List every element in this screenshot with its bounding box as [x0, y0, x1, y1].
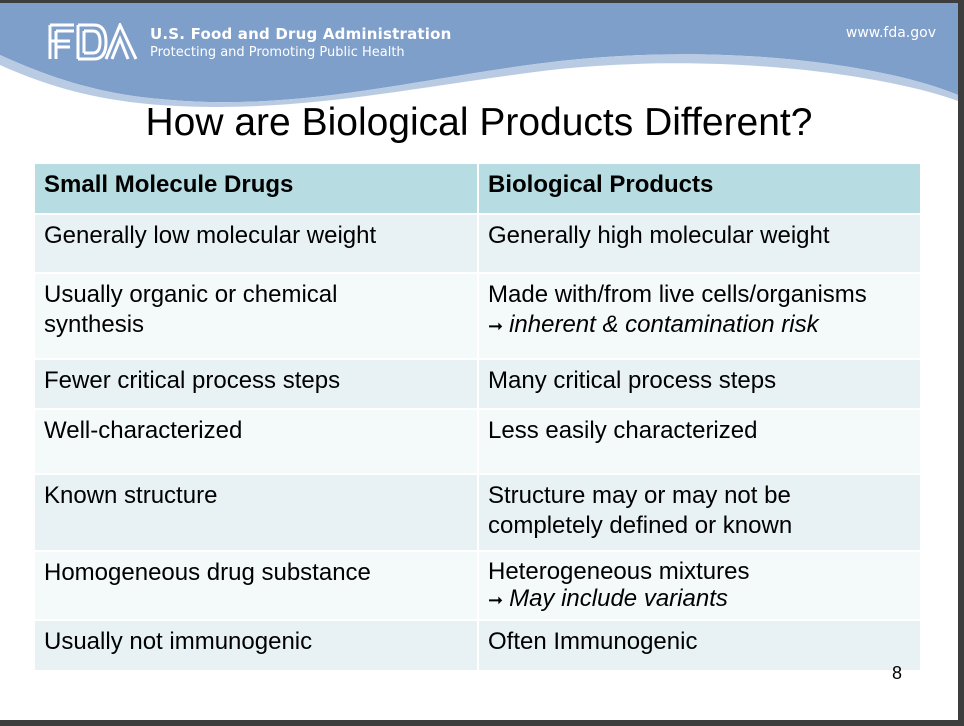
- cell-left: Usually not immunogenic: [33, 619, 479, 672]
- cell-note: ➞ May include variants: [488, 586, 911, 613]
- header-banner: [0, 3, 958, 107]
- table-row: Usually not immunogenic Often Immunogeni…: [33, 619, 922, 672]
- cell-left: Well-characterized: [33, 408, 479, 475]
- cell-left: Usually organic or chemical synthesis: [33, 272, 479, 360]
- slide-title: How are Biological Products Different?: [145, 101, 813, 144]
- table-row: Homogeneous drug substance Heterogeneous…: [33, 550, 922, 621]
- comparison-table: Small Molecule Drugs Biological Products…: [33, 162, 922, 672]
- cell-right: Generally high molecular weight: [477, 213, 922, 274]
- cell-left: Fewer critical process steps: [33, 358, 479, 410]
- arrow-right-icon: ➞: [488, 316, 504, 336]
- note-text: inherent & contamination risk: [509, 311, 819, 338]
- table-row: Usually organic or chemical synthesis Ma…: [33, 272, 922, 360]
- header-small-molecule: Small Molecule Drugs: [33, 162, 479, 215]
- page-number: 8: [892, 663, 903, 683]
- cell-right: Structure may or may not be completely d…: [477, 473, 922, 552]
- website-url: www.fda.gov: [845, 25, 936, 41]
- header-biological: Biological Products: [477, 162, 922, 215]
- cell-left: Known structure: [33, 473, 479, 552]
- agency-name: U.S. Food and Drug Administration: [150, 25, 452, 43]
- cell-right: Made with/from live cells/organisms ➞ inh…: [477, 272, 922, 360]
- cell-right-text: Made with/from live cells/organisms: [488, 281, 867, 308]
- slide: U.S. Food and Drug Administration Protec…: [0, 3, 958, 720]
- cell-right: Less easily characterized: [477, 408, 922, 475]
- fda-logo: [48, 23, 138, 61]
- cell-right: Often Immunogenic: [477, 619, 922, 672]
- cell-right: Many critical process steps: [477, 358, 922, 410]
- cell-right-text: Heterogeneous mixtures: [488, 558, 750, 585]
- cell-left: Generally low molecular weight: [33, 213, 479, 274]
- cell-note: ➞ inherent & contamination risk: [488, 310, 911, 341]
- table-row: Fewer critical process steps Many critic…: [33, 358, 922, 410]
- agency-tagline: Protecting and Promoting Public Health: [150, 45, 405, 60]
- cell-right: Heterogeneous mixtures ➞ May include vari…: [477, 550, 922, 621]
- table-header-row: Small Molecule Drugs Biological Products: [33, 162, 922, 215]
- table-row: Well-characterized Less easily character…: [33, 408, 922, 475]
- cell-left: Homogeneous drug substance: [33, 550, 479, 621]
- note-text: May include variants: [509, 585, 728, 612]
- table-row: Known structure Structure may or may not…: [33, 473, 922, 552]
- agency-block: U.S. Food and Drug Administration Protec…: [150, 25, 452, 60]
- arrow-right-icon: ➞: [488, 590, 504, 610]
- table-row: Generally low molecular weight Generally…: [33, 213, 922, 274]
